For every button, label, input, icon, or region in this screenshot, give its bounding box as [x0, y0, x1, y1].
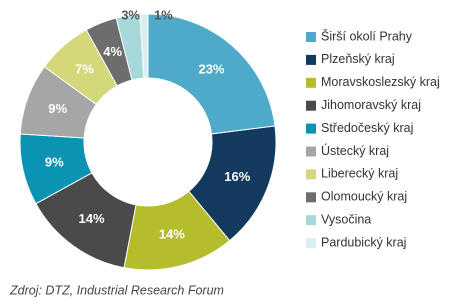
slice	[139, 13, 149, 79]
legend-label: Středočeský kraj	[321, 121, 413, 135]
legend-label: Pardubický kraj	[321, 235, 406, 249]
value-label: 14%	[159, 226, 185, 241]
legend-swatch	[306, 100, 316, 111]
value-label: 1%	[154, 7, 173, 22]
legend-swatch	[306, 238, 316, 249]
legend-swatch	[306, 123, 316, 134]
source-note: Zdroj: DTZ, Industrial Research Forum	[9, 283, 224, 297]
value-label: 9%	[48, 101, 67, 116]
legend-label: Jihomoravský kraj	[321, 98, 421, 112]
legend-swatch	[306, 54, 316, 65]
value-label: 4%	[103, 44, 122, 59]
legend-label: Liberecký kraj	[321, 167, 398, 181]
legend-label: Vysočina	[321, 212, 371, 226]
value-label: 16%	[224, 169, 250, 184]
legend-label: Ústecký kraj	[321, 143, 389, 158]
legend-label: Širší okolí Prahy	[321, 28, 413, 43]
value-label: 23%	[198, 61, 224, 76]
legend-label: Olomoucký kraj	[321, 190, 407, 204]
legend-swatch	[306, 215, 316, 226]
legend-label: Moravskoslezský kraj	[321, 75, 440, 89]
legend-swatch	[306, 77, 316, 88]
value-label: 3%	[121, 7, 140, 22]
value-label: 7%	[75, 61, 94, 76]
legend-swatch	[306, 32, 316, 42]
legend-swatch	[306, 169, 316, 180]
legend-swatch	[306, 146, 316, 157]
legend-swatch	[306, 192, 316, 203]
value-label: 14%	[79, 211, 105, 226]
slice	[147, 13, 276, 135]
legend-label: Plzeňský kraj	[321, 52, 395, 66]
value-label: 9%	[45, 154, 64, 169]
